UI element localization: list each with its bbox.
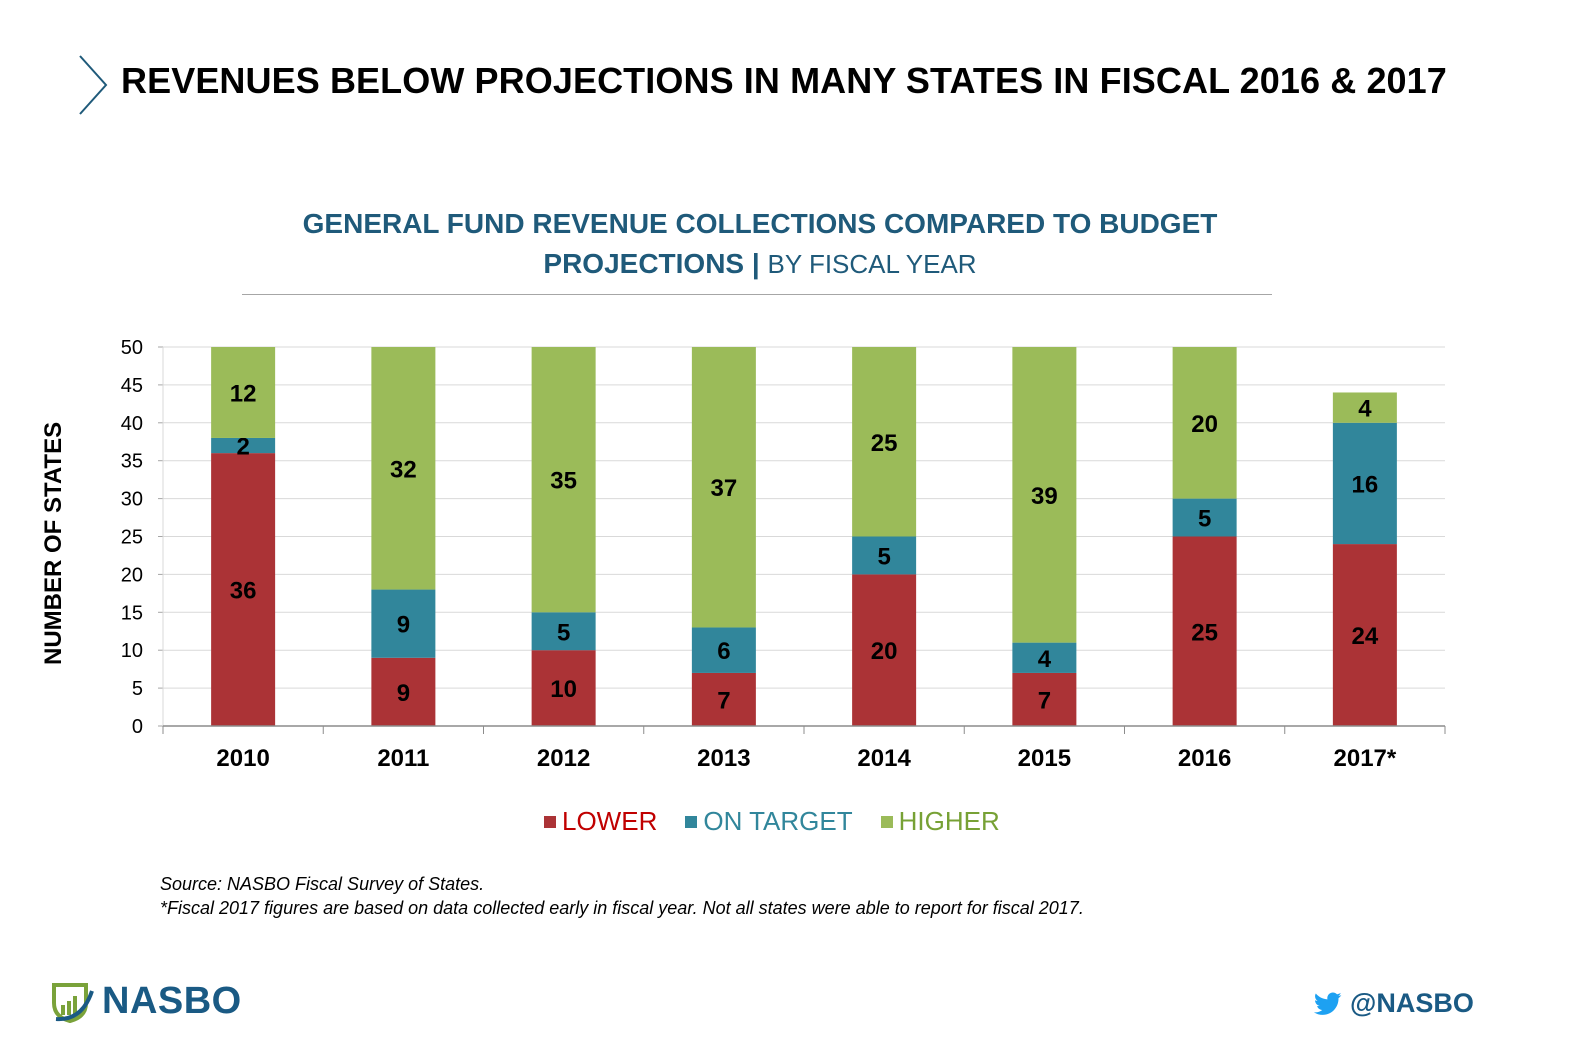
chart-title-line2: PROJECTIONS | BY FISCAL YEAR: [230, 244, 1290, 284]
data-label: 9: [397, 612, 410, 639]
chevron-right-icon: [79, 55, 108, 115]
y-tick-label: 10: [121, 640, 143, 662]
x-tick-label: 2016: [1178, 745, 1231, 772]
twitter-handle-link[interactable]: @NASBO: [1314, 988, 1474, 1019]
legend-item-lower: LOWER: [544, 806, 657, 837]
y-tick-label: 15: [121, 602, 143, 624]
data-label: 7: [1038, 687, 1051, 714]
bar-segment-higher: [1332, 392, 1397, 423]
chart-subtitle: BY FISCAL YEAR: [767, 249, 977, 279]
title-divider: [242, 294, 1272, 295]
fiscal-2017-note: *Fiscal 2017 figures are based on data c…: [160, 898, 1084, 918]
data-label: 24: [1352, 623, 1379, 650]
data-label: 20: [1191, 411, 1218, 438]
twitter-handle[interactable]: @NASBO: [1350, 988, 1474, 1018]
data-label: 25: [871, 430, 898, 457]
data-label: 6: [717, 638, 730, 665]
data-label: 4: [1038, 646, 1052, 673]
y-tick-label: 45: [121, 375, 143, 397]
x-tick-label: 2017*: [1334, 745, 1397, 772]
x-tick-label: 2012: [537, 745, 590, 772]
data-label: 25: [1191, 619, 1218, 646]
y-tick-label: 5: [132, 678, 143, 700]
data-label: 10: [550, 676, 577, 703]
bar-segment-higher: [1012, 347, 1077, 643]
bar-segment-on-target: [1172, 498, 1237, 537]
legend-item-on-target: ON TARGET: [685, 806, 853, 837]
legend-label-higher: HIGHER: [898, 806, 1000, 836]
data-label: 9: [397, 680, 410, 707]
bar-segment-on-target: [1332, 422, 1397, 545]
bar-segment-on-target: [371, 589, 436, 658]
source-note: Source: NASBO Fiscal Survey of States.: [160, 874, 485, 894]
bar-segment-on-target: [1012, 642, 1077, 673]
data-label: 2: [236, 434, 249, 461]
data-label: 12: [230, 380, 257, 407]
x-tick-label: 2010: [216, 745, 269, 772]
chart-title-line1: GENERAL FUND REVENUE COLLECTIONS COMPARE…: [302, 208, 1218, 239]
twitter-bird-icon: [1314, 991, 1342, 1015]
data-label: 5: [557, 619, 570, 646]
data-label: 4: [1358, 396, 1372, 423]
data-label: 35: [550, 468, 577, 495]
bar-segment-lower: [1332, 544, 1397, 726]
x-tick-label: 2011: [377, 745, 429, 772]
bar-segment-lower: [691, 672, 756, 726]
data-label: 36: [230, 578, 257, 605]
bar-segment-lower: [852, 574, 917, 726]
nasbo-logo: NASBO: [52, 980, 242, 1023]
bar-segment-on-target: [211, 437, 276, 454]
data-label: 37: [711, 475, 738, 502]
logo-text: NASBO: [102, 980, 242, 1022]
y-tick-label: 35: [121, 451, 143, 473]
footnotes: Source: NASBO Fiscal Survey of States. *…: [160, 872, 1084, 920]
nasbo-shield-icon: [52, 982, 94, 1023]
y-tick-label: 40: [121, 413, 143, 435]
bar-segment-higher: [211, 347, 276, 438]
data-label: 7: [717, 687, 730, 714]
bar-segment-higher: [691, 347, 756, 628]
legend-swatch-on-target: [685, 815, 698, 828]
chart-title-separator: |: [751, 248, 760, 279]
data-label: 39: [1031, 483, 1058, 510]
data-label: 16: [1352, 471, 1379, 498]
page-title: REVENUES BELOW PROJECTIONS IN MANY STATE…: [121, 60, 1447, 101]
y-tick-label: 0: [132, 716, 143, 738]
bar-segment-higher: [531, 347, 596, 613]
bar-segment-on-target: [852, 536, 917, 575]
x-tick-label: 2014: [857, 745, 911, 772]
bar-segment-lower: [211, 453, 276, 726]
y-tick-label: 50: [121, 337, 143, 359]
legend-item-higher: HIGHER: [880, 806, 1000, 837]
bar-segment-on-target: [691, 627, 756, 673]
legend: LOWER ON TARGET HIGHER: [544, 806, 1000, 837]
bar-segment-on-target: [531, 612, 596, 651]
bar-segment-lower: [1172, 536, 1237, 726]
stacked-bar-chart: 0510152025303540455036212201099322011105…: [121, 337, 1446, 772]
bar-segment-higher: [1172, 347, 1237, 499]
chart-title: GENERAL FUND REVENUE COLLECTIONS COMPARE…: [230, 204, 1290, 284]
x-tick-label: 2015: [1018, 745, 1071, 772]
y-tick-label: 30: [121, 489, 143, 511]
bar-segment-higher: [371, 347, 436, 590]
chart-title-line2-bold: PROJECTIONS: [543, 248, 745, 279]
data-label: 20: [871, 638, 898, 665]
y-tick-label: 20: [121, 564, 143, 586]
bar-segment-lower: [531, 650, 596, 726]
legend-swatch-lower: [544, 815, 556, 828]
bar-segment-higher: [852, 347, 917, 537]
legend-label-on-target: ON TARGET: [703, 806, 853, 836]
data-label: 5: [1198, 506, 1211, 533]
bar-segment-lower: [371, 657, 436, 726]
data-label: 32: [390, 456, 417, 483]
legend-swatch-higher: [880, 815, 893, 828]
x-tick-label: 2013: [697, 745, 750, 772]
y-tick-label: 25: [121, 527, 143, 549]
legend-label-lower: LOWER: [562, 806, 658, 836]
bar-segment-lower: [1012, 672, 1077, 726]
data-label: 5: [877, 543, 890, 570]
